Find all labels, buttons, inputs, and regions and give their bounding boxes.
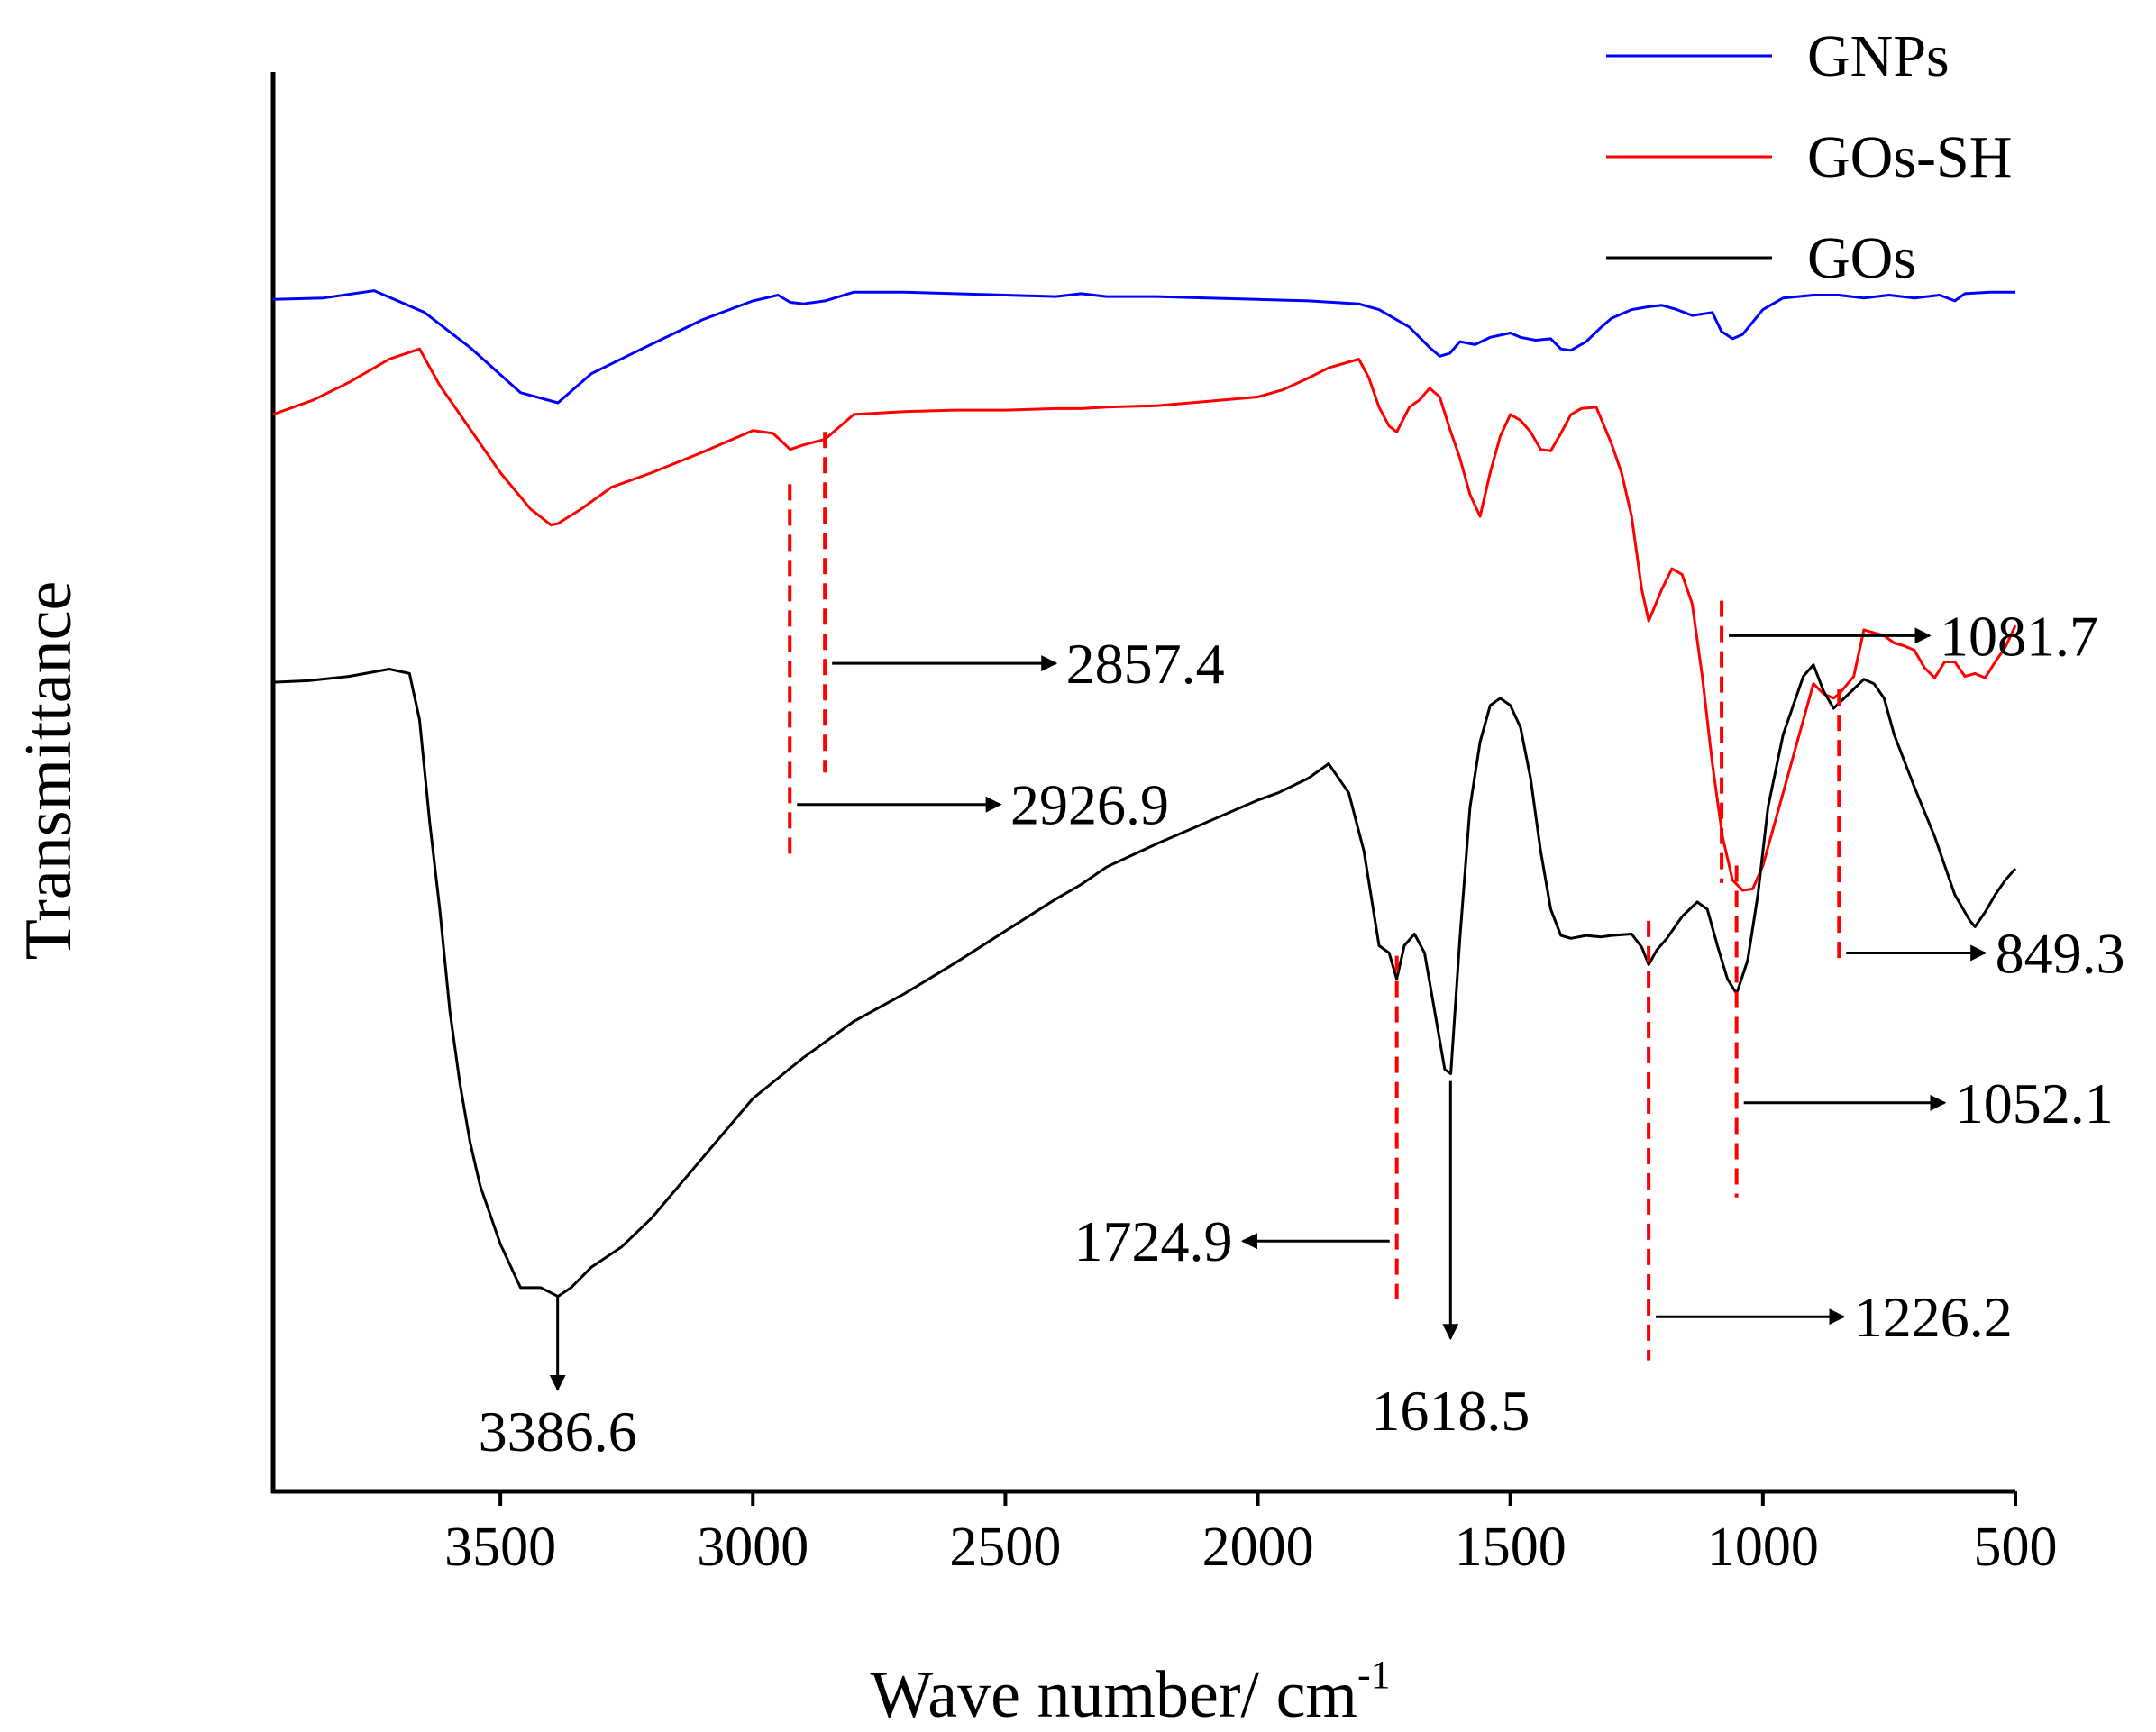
x-tick-label: 3000 [697,1517,808,1578]
annotation-label: 849.3 [1996,921,2125,985]
series-line-gos-sh [272,347,2017,892]
x-axis-label: Wave number/ cm-1 [870,1653,1390,1732]
x-axis-label-superscript: -1 [1357,1653,1391,1697]
x-tick-label: 2000 [1202,1517,1314,1578]
annotation-label: 1081.7 [1940,604,2098,668]
x-tick-label: 500 [1974,1517,2058,1578]
legend-label-gos: GOs [1807,225,1916,291]
series-line-gos [272,663,2017,1299]
legend-label-gos-sh: GOs-SH [1807,124,2012,190]
annotation-label: 1052.1 [1955,1071,2114,1135]
series-layer [272,289,2017,1299]
axes [270,72,2015,1494]
x-tick-label: 3500 [444,1517,556,1578]
annotation-label: 2926.9 [1010,773,1169,837]
annotation-label: 1226.2 [1854,1285,2013,1349]
series-line-gnps [272,289,2015,405]
annotation-label: 2857.4 [1066,632,1225,696]
annotation-label: 3386.6 [479,1399,637,1463]
annotation-label: 1618.5 [1371,1379,1530,1443]
x-axis-label-text: Wave number/ cm [870,1658,1357,1732]
x-ticks: 3500 3000 2500 2000 1500 1000 500 [444,1491,2058,1578]
annotation-label: 1724.9 [1074,1209,1233,1273]
x-tick-label: 1500 [1455,1517,1567,1578]
annotation-layer: 2857.4 2926.9 1081.7 849.3 1052.1 1724.9 1226.… [479,432,2125,1463]
y-axis-label: Transmittance [12,581,86,961]
x-tick-label: 2500 [949,1517,1061,1578]
legend: GNPs GOs-SH GOs [1606,23,2012,291]
legend-label-gnps: GNPs [1807,23,1950,89]
x-tick-label: 1000 [1707,1517,1819,1578]
